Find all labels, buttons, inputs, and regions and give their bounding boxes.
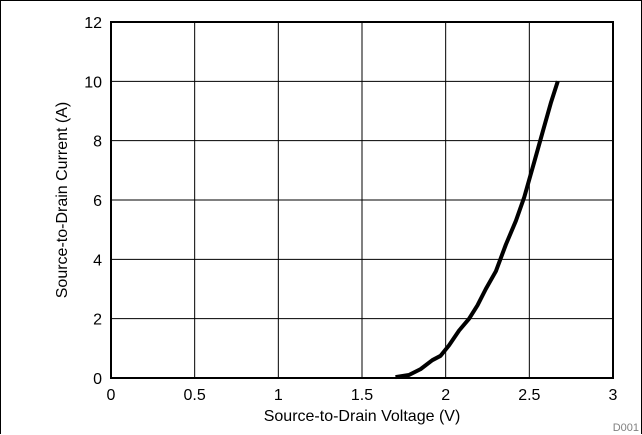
x-tick-label: 1.5 — [351, 387, 373, 404]
y-tick-label: 4 — [93, 252, 102, 269]
y-tick-label: 0 — [93, 371, 102, 388]
x-tick-label: 2.5 — [518, 387, 540, 404]
x-tick-labels: 0 0.5 1 1.5 2 2.5 3 — [107, 387, 618, 404]
plot-area-border — [110, 21, 614, 379]
x-tick-label: 0 — [107, 387, 116, 404]
grid-lines — [110, 21, 614, 379]
x-tick-label: 3 — [609, 387, 618, 404]
y-tick-label: 8 — [93, 134, 102, 151]
y-tick-label: 12 — [84, 15, 102, 32]
series-line — [395, 80, 560, 380]
figure-code: D001 — [613, 422, 639, 434]
x-tick-label: 1 — [274, 387, 283, 404]
x-tick-label: 0.5 — [184, 387, 206, 404]
y-tick-label: 10 — [84, 74, 102, 91]
y-tick-label: 6 — [93, 193, 102, 210]
x-axis-label: Source-to-Drain Voltage (V) — [264, 408, 461, 425]
x-tick-label: 2 — [441, 387, 450, 404]
y-tick-labels: 0 2 4 6 8 10 12 — [84, 15, 102, 388]
series-layer — [395, 80, 560, 380]
y-axis-label: Source-to-Drain Current (A) — [54, 102, 71, 299]
y-tick-label: 2 — [93, 312, 102, 329]
